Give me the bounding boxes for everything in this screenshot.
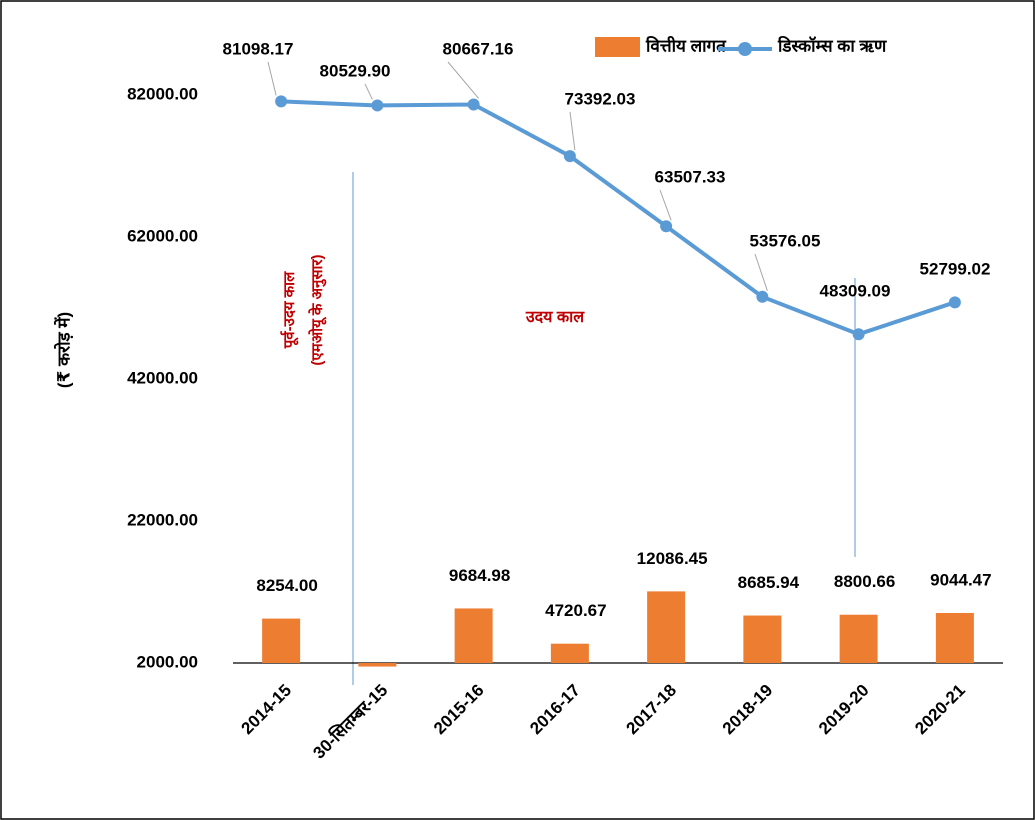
legend-label: वित्तीय लागत [645, 35, 727, 55]
legend-swatch [738, 42, 752, 56]
line [281, 99, 956, 337]
data-label: 80667.16 [443, 39, 514, 58]
leader-line [754, 253, 768, 291]
bar [358, 663, 397, 667]
leader-line [364, 83, 373, 100]
data-label: 4720.67 [545, 601, 606, 620]
y-tick-label: 62000.00 [127, 226, 198, 245]
data-label: 52799.02 [920, 259, 991, 278]
data-label: 63507.33 [655, 167, 726, 186]
legend-swatch [595, 37, 640, 57]
point [371, 99, 384, 112]
y-tick-label: 2000.00 [137, 652, 198, 671]
annotation: उदय काल [525, 309, 585, 326]
data-label: 8800.66 [834, 572, 895, 591]
bar [262, 618, 301, 663]
legend-label: डिस्कॉम्स का ऋण [777, 35, 887, 55]
data-label: 53576.05 [750, 231, 821, 250]
point [660, 220, 673, 233]
bar [454, 608, 493, 663]
annotation: पूर्व-उदय काल [280, 271, 299, 349]
data-label: 48309.09 [820, 281, 891, 300]
point [756, 290, 769, 303]
bar [839, 614, 878, 663]
point [948, 296, 961, 309]
data-label: 8685.94 [738, 573, 800, 592]
data-label: 73392.03 [565, 89, 636, 108]
bar [743, 615, 782, 663]
leader-line [569, 111, 576, 151]
point [275, 95, 288, 108]
data-label: 9684.98 [449, 566, 510, 585]
data-label: 81098.17 [223, 39, 294, 58]
y-axis-label: (₹ करोड़ में) [53, 312, 73, 388]
data-label: 8254.00 [256, 576, 317, 595]
bar [935, 612, 974, 663]
data-label: 80529.90 [320, 61, 391, 80]
point [563, 150, 576, 163]
leader-line [447, 61, 480, 99]
data-label: 9044.47 [930, 570, 991, 589]
data-label: 12086.45 [637, 549, 708, 568]
annotation: (एमओयू के अनुसार) [308, 254, 327, 365]
y-tick-label: 42000.00 [127, 368, 198, 387]
y-tick-label: 82000.00 [127, 84, 198, 103]
leader-line [659, 189, 672, 221]
leader-line [267, 61, 277, 96]
y-tick-label: 22000.00 [127, 510, 198, 529]
point [467, 98, 480, 111]
point [852, 328, 865, 341]
bar [647, 591, 686, 663]
bar [550, 643, 589, 663]
